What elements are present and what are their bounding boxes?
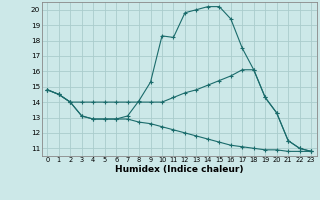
X-axis label: Humidex (Indice chaleur): Humidex (Indice chaleur) [115,165,244,174]
